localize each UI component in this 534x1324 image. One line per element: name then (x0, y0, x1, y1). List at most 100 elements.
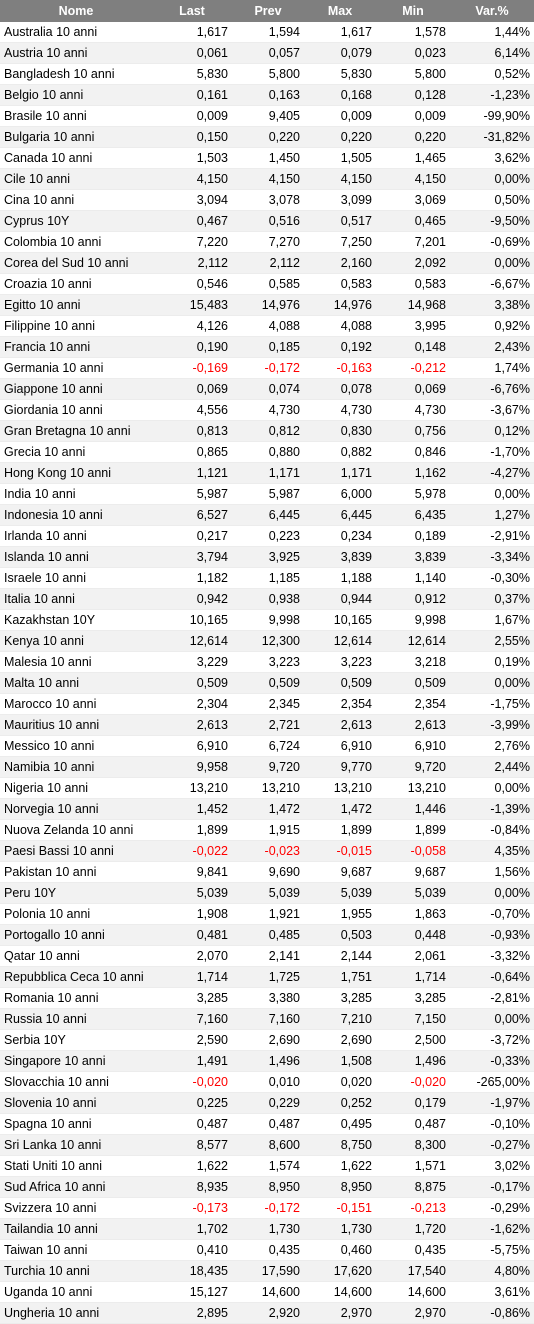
table-row[interactable]: Kazakhstan 10Y 10,165 9,998 10,165 9,998 1,67… (0, 609, 534, 631)
cell-min: 2,092 (376, 252, 450, 274)
cell-var: 0,00% (450, 1008, 534, 1030)
cell-var: -1,62% (450, 1218, 534, 1240)
table-row[interactable]: Filippine 10 anni 4,126 4,088 4,088 3,995 0,9… (0, 315, 534, 337)
cell-name: Colombia 10 anni (0, 231, 152, 253)
table-row[interactable]: Norvegia 10 anni 1,452 1,472 1,472 1,446 -1,3… (0, 798, 534, 820)
cell-name: Belgio 10 anni (0, 84, 152, 106)
table-row[interactable]: Brasile 10 anni 0,009 9,405 0,009 0,009 -99,9… (0, 105, 534, 127)
cell-last: 2,895 (152, 1302, 232, 1324)
table-row[interactable]: Repubblica Ceca 10 anni 1,714 1,725 1,751 1,… (0, 966, 534, 988)
cell-var: -0,93% (450, 924, 534, 946)
table-row[interactable]: Turchia 10 anni 18,435 17,590 17,620 17,540 4… (0, 1260, 534, 1282)
cell-min: 4,730 (376, 399, 450, 421)
cell-name: Cile 10 anni (0, 168, 152, 190)
table-row[interactable]: Namibia 10 anni 9,958 9,720 9,770 9,720 2,44% (0, 756, 534, 778)
cell-max: 0,495 (304, 1113, 376, 1135)
cell-max: 1,899 (304, 819, 376, 841)
table-row[interactable]: Slovenia 10 anni 0,225 0,229 0,252 0,179 -1,9… (0, 1092, 534, 1114)
cell-max: 1,730 (304, 1218, 376, 1240)
cell-min: 1,162 (376, 462, 450, 484)
table-row[interactable]: Sri Lanka 10 anni 8,577 8,600 8,750 8,300 -0,… (0, 1134, 534, 1156)
cell-min: 2,354 (376, 693, 450, 715)
table-row[interactable]: Colombia 10 anni 7,220 7,270 7,250 7,201 -0,6… (0, 231, 534, 253)
table-row[interactable]: Serbia 10Y 2,590 2,690 2,690 2,500 -3,72% (0, 1029, 534, 1051)
cell-var: 0,37% (450, 588, 534, 610)
cell-name: Sri Lanka 10 anni (0, 1134, 152, 1156)
table-row[interactable]: Italia 10 anni 0,942 0,938 0,944 0,912 0,37% (0, 588, 534, 610)
table-row[interactable]: Indonesia 10 anni 6,527 6,445 6,445 6,435 1,2… (0, 504, 534, 526)
cell-prev: 0,509 (232, 672, 304, 694)
table-row[interactable]: Germania 10 anni -0,169 -0,172 -0,163 -0,212… (0, 357, 534, 379)
header-max[interactable]: Max (304, 0, 376, 22)
cell-name: Canada 10 anni (0, 147, 152, 169)
cell-prev: 2,690 (232, 1029, 304, 1051)
cell-max: 1,617 (304, 22, 376, 43)
header-last[interactable]: Last (152, 0, 232, 22)
table-row[interactable]: Sud Africa 10 anni 8,935 8,950 8,950 8,875 -0… (0, 1176, 534, 1198)
cell-min: -0,212 (376, 357, 450, 379)
table-row[interactable]: Malesia 10 anni 3,229 3,223 3,223 3,218 0,19% (0, 651, 534, 673)
table-row[interactable]: Corea del Sud 10 anni 2,112 2,112 2,160 2,09… (0, 252, 534, 274)
table-row[interactable]: Tailandia 10 anni 1,702 1,730 1,730 1,720 -1,… (0, 1218, 534, 1240)
table-row[interactable]: Croazia 10 anni 0,546 0,585 0,583 0,583 -6,67… (0, 273, 534, 295)
table-row[interactable]: Marocco 10 anni 2,304 2,345 2,354 2,354 -1,75… (0, 693, 534, 715)
table-row[interactable]: Portogallo 10 anni 0,481 0,485 0,503 0,448 -0… (0, 924, 534, 946)
table-row[interactable]: Canada 10 anni 1,503 1,450 1,505 1,465 3,62% (0, 147, 534, 169)
table-row[interactable]: Irlanda 10 anni 0,217 0,223 0,234 0,189 -2,91… (0, 525, 534, 547)
cell-max: 2,613 (304, 714, 376, 736)
table-row[interactable]: Islanda 10 anni 3,794 3,925 3,839 3,839 -3,34… (0, 546, 534, 568)
table-row[interactable]: Hong Kong 10 anni 1,121 1,171 1,171 1,162 -4,… (0, 462, 534, 484)
table-row[interactable]: Paesi Bassi 10 anni -0,022 -0,023 -0,015 -0,… (0, 840, 534, 862)
cell-last: 0,509 (152, 672, 232, 694)
table-row[interactable]: Kenya 10 anni 12,614 12,300 12,614 12,614 2,5… (0, 630, 534, 652)
table-row[interactable]: Bulgaria 10 anni 0,150 0,220 0,220 0,220 -31,… (0, 126, 534, 148)
header-prev[interactable]: Prev (232, 0, 304, 22)
table-row[interactable]: Cile 10 anni 4,150 4,150 4,150 4,150 0,00% (0, 168, 534, 190)
table-row[interactable]: Cina 10 anni 3,094 3,078 3,099 3,069 0,50% (0, 189, 534, 211)
table-row[interactable]: Qatar 10 anni 2,070 2,141 2,144 2,061 -3,32% (0, 945, 534, 967)
table-row[interactable]: Israele 10 anni 1,182 1,185 1,188 1,140 -0,30… (0, 567, 534, 589)
cell-min: 3,995 (376, 315, 450, 337)
table-row[interactable]: Polonia 10 anni 1,908 1,921 1,955 1,863 -0,70… (0, 903, 534, 925)
table-row[interactable]: Svizzera 10 anni -0,173 -0,172 -0,151 -0,213… (0, 1197, 534, 1219)
table-row[interactable]: Giappone 10 anni 0,069 0,074 0,078 0,069 -6,7… (0, 378, 534, 400)
table-row[interactable]: Stati Uniti 10 anni 1,622 1,574 1,622 1,571 3… (0, 1155, 534, 1177)
cell-name: Russia 10 anni (0, 1008, 152, 1030)
table-row[interactable]: Mauritius 10 anni 2,613 2,721 2,613 2,613 -3,… (0, 714, 534, 736)
table-row[interactable]: Bangladesh 10 anni 5,830 5,800 5,830 5,800 0,… (0, 63, 534, 85)
table-row[interactable]: Gran Bretagna 10 anni 0,813 0,812 0,830 0,75… (0, 420, 534, 442)
table-row[interactable]: Romania 10 anni 3,285 3,380 3,285 3,285 -2,81… (0, 987, 534, 1009)
table-row[interactable]: Uganda 10 anni 15,127 14,600 14,600 14,600 3,… (0, 1281, 534, 1303)
header-nome[interactable]: Nome (0, 0, 152, 22)
table-row[interactable]: Pakistan 10 anni 9,841 9,690 9,687 9,687 1,56… (0, 861, 534, 883)
table-row[interactable]: Nigeria 10 anni 13,210 13,210 13,210 13,210 0… (0, 777, 534, 799)
table-row[interactable]: Spagna 10 anni 0,487 0,487 0,495 0,487 -0,10% (0, 1113, 534, 1135)
table-row[interactable]: Slovacchia 10 anni -0,020 0,010 0,020 -0,020… (0, 1071, 534, 1093)
table-row[interactable]: Grecia 10 anni 0,865 0,880 0,882 0,846 -1,70% (0, 441, 534, 463)
header-var[interactable]: Var.% (450, 0, 534, 22)
table-row[interactable]: Taiwan 10 anni 0,410 0,435 0,460 0,435 -5,75% (0, 1239, 534, 1261)
table-row[interactable]: Giordania 10 anni 4,556 4,730 4,730 4,730 -3,… (0, 399, 534, 421)
cell-prev: 0,185 (232, 336, 304, 358)
table-row[interactable]: Francia 10 anni 0,190 0,185 0,192 0,148 2,43% (0, 336, 534, 358)
cell-name: Francia 10 anni (0, 336, 152, 358)
table-row[interactable]: Singapore 10 anni 1,491 1,496 1,508 1,496 -0,… (0, 1050, 534, 1072)
table-row[interactable]: Egitto 10 anni 15,483 14,976 14,976 14,968 3,… (0, 294, 534, 316)
table-row[interactable]: Australia 10 anni 1,617 1,594 1,617 1,578 1,4… (0, 22, 534, 43)
cell-last: 1,452 (152, 798, 232, 820)
table-row[interactable]: Messico 10 anni 6,910 6,724 6,910 6,910 2,76% (0, 735, 534, 757)
table-row[interactable]: Peru 10Y 5,039 5,039 5,039 5,039 0,00% (0, 882, 534, 904)
cell-name: Marocco 10 anni (0, 693, 152, 715)
table-row[interactable]: Russia 10 anni 7,160 7,160 7,210 7,150 0,00% (0, 1008, 534, 1030)
header-min[interactable]: Min (376, 0, 450, 22)
cell-var: 3,62% (450, 147, 534, 169)
cell-min: 1,899 (376, 819, 450, 841)
table-row[interactable]: Austria 10 anni 0,061 0,057 0,079 0,023 6,14% (0, 42, 534, 64)
table-row[interactable]: Ungheria 10 anni 2,895 2,920 2,970 2,970 -0,8… (0, 1302, 534, 1324)
table-row[interactable]: Cyprus 10Y 0,467 0,516 0,517 0,465 -9,50% (0, 210, 534, 232)
table-row[interactable]: Malta 10 anni 0,509 0,509 0,509 0,509 0,00% (0, 672, 534, 694)
table-row[interactable]: India 10 anni 5,987 5,987 6,000 5,978 0,00% (0, 483, 534, 505)
table-row[interactable]: Nuova Zelanda 10 anni 1,899 1,915 1,899 1,89… (0, 819, 534, 841)
table-row[interactable]: Belgio 10 anni 0,161 0,163 0,168 0,128 -1,23% (0, 84, 534, 106)
